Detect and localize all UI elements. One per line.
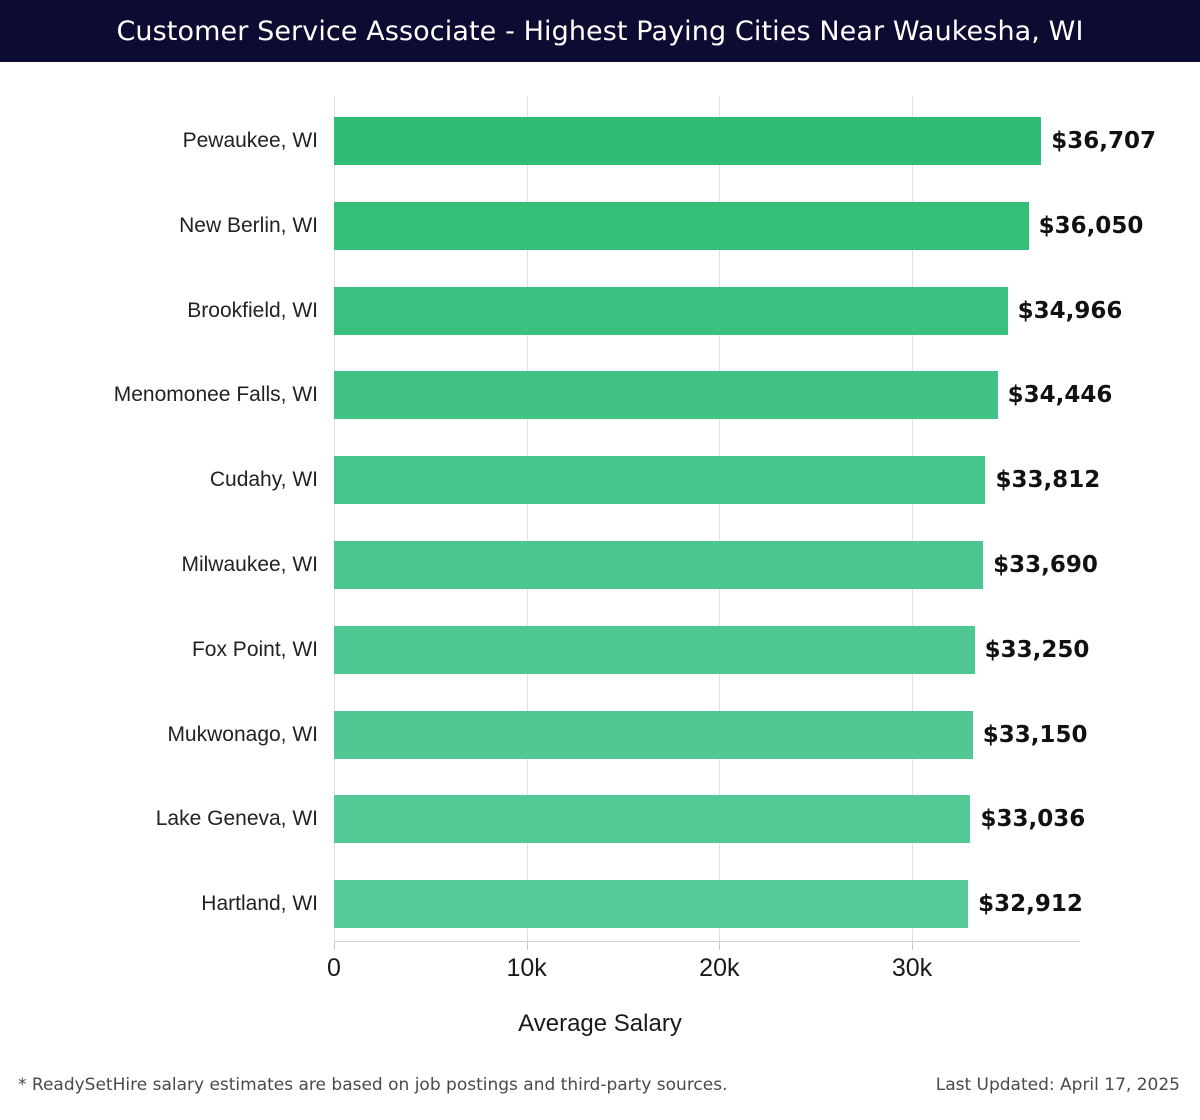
y-axis-category-label: Lake Geneva, WI xyxy=(155,807,318,831)
bar[interactable] xyxy=(334,456,986,505)
x-axis-tick-label: 30k xyxy=(891,954,933,982)
x-axis-tick-label: 20k xyxy=(699,954,740,982)
bar[interactable] xyxy=(334,710,973,759)
chart-row: Mukwonago, WI $33,150 xyxy=(0,710,1200,759)
chart-row: Cudahy, WI $33,812 xyxy=(0,456,1200,505)
chart-row: Pewaukee, WI $36,707 xyxy=(0,117,1200,165)
footer-disclaimer: * ReadySetHire salary estimates are base… xyxy=(18,1075,728,1095)
chart-row: Hartland, WI $32,912 xyxy=(0,880,1200,929)
bar[interactable] xyxy=(334,541,984,589)
bar[interactable] xyxy=(334,286,1008,335)
chart-title-bar: Customer Service Associate - Highest Pay… xyxy=(0,0,1200,62)
x-axis-title: Average Salary xyxy=(518,1010,682,1037)
x-axis-line xyxy=(334,941,1080,942)
y-axis-category-label: Mukwonago, WI xyxy=(167,722,318,746)
bar[interactable] xyxy=(334,117,1042,165)
bar[interactable] xyxy=(334,201,1029,250)
chart-row: Brookfield, WI $34,966 xyxy=(0,286,1200,335)
bar[interactable] xyxy=(334,371,998,420)
x-axis-tick-label: 0 xyxy=(327,954,341,982)
bar-value-label: $33,036 xyxy=(980,806,1086,833)
chart-footer: * ReadySetHire salary estimates are base… xyxy=(0,1075,1200,1105)
page-title: Customer Service Associate - Highest Pay… xyxy=(116,15,1084,47)
chart-row: Lake Geneva, WI $33,036 xyxy=(0,795,1200,844)
y-axis-category-label: Hartland, WI xyxy=(201,892,318,916)
chart-row: Menomonee Falls, WI $34,446 xyxy=(0,371,1200,420)
bar-value-label: $33,150 xyxy=(982,721,1088,748)
bar-value-label: $34,966 xyxy=(1017,297,1123,324)
bar-value-label: $32,912 xyxy=(978,891,1083,918)
bar[interactable] xyxy=(334,625,975,674)
bar-value-label: $33,690 xyxy=(993,552,1098,578)
bar-value-label: $33,812 xyxy=(995,467,1101,494)
y-axis-category-label: Fox Point, WI xyxy=(191,637,318,661)
bar-value-label: $36,050 xyxy=(1038,212,1144,239)
y-axis-category-label: New Berlin, WI xyxy=(179,213,318,237)
bar-value-label: $36,707 xyxy=(1051,128,1156,154)
bar-value-label: $33,250 xyxy=(984,636,1090,663)
chart-row: New Berlin, WI $36,050 xyxy=(0,201,1200,250)
x-axis-tick-label: 10k xyxy=(506,954,547,982)
y-axis-category-label: Menomonee Falls, WI xyxy=(113,383,318,407)
bar-value-label: $34,446 xyxy=(1007,382,1113,409)
y-axis-category-label: Pewaukee, WI xyxy=(182,129,318,152)
chart-row: Fox Point, WI $33,250 xyxy=(0,625,1200,674)
chart-row: Milwaukee, WI $33,690 xyxy=(0,541,1200,589)
y-axis-category-label: Brookfield, WI xyxy=(187,298,318,322)
footer-last-updated: Last Updated: April 17, 2025 xyxy=(935,1075,1180,1095)
bar[interactable] xyxy=(334,880,969,929)
y-axis-category-label: Milwaukee, WI xyxy=(181,553,318,576)
bar-chart: Pewaukee, WI $36,707 New Berlin, WI $36,050… xyxy=(0,62,1200,1062)
y-axis-category-label: Cudahy, WI xyxy=(209,468,318,492)
bar[interactable] xyxy=(334,795,971,844)
chart-bars-group: Pewaukee, WI $36,707 New Berlin, WI $36,050… xyxy=(0,62,1200,1062)
